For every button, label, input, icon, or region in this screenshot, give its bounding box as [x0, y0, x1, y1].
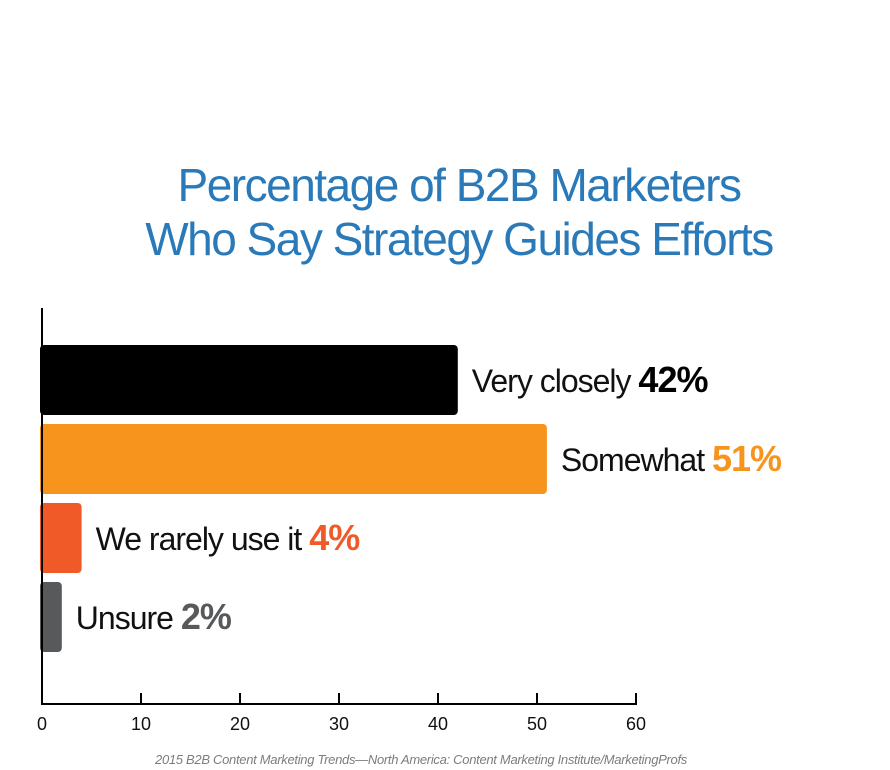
bar-somewhat: [40, 424, 547, 494]
bar-label: Somewhat 51%: [561, 438, 782, 479]
category-label: Very closely: [472, 363, 639, 399]
bar-label: Unsure 2%: [76, 596, 232, 637]
x-tick-label: 20: [230, 714, 250, 734]
value-label: 4%: [309, 517, 360, 558]
bar-very-closely: [40, 345, 458, 415]
x-tick-label: 0: [37, 714, 47, 734]
bar-label: Very closely 42%: [472, 359, 709, 400]
category-label: We rarely use it: [96, 521, 310, 557]
x-tick-label: 60: [626, 714, 646, 734]
value-label: 51%: [712, 438, 782, 479]
x-tick-label: 50: [527, 714, 547, 734]
axes-layer: 0 10 20 30 40 50 60: [37, 308, 646, 734]
bar-label: We rarely use it 4%: [96, 517, 361, 558]
bar-unsure: [40, 582, 62, 652]
x-tick-label: 30: [329, 714, 349, 734]
bars-layer: [40, 345, 547, 652]
labels-layer: Very closely 42% Somewhat 51% We rarely us…: [76, 359, 783, 637]
value-label: 2%: [181, 596, 232, 637]
x-tick-label: 10: [131, 714, 151, 734]
source-caption: 2015 B2B Content Marketing Trends—North …: [155, 752, 687, 767]
chart-title-line-2: Who Say Strategy Guides Efforts: [145, 213, 774, 265]
bar-we-rarely-use-it: [40, 503, 82, 573]
x-tick-label: 40: [428, 714, 448, 734]
value-label: 42%: [638, 359, 708, 400]
category-label: Somewhat: [561, 442, 712, 478]
chart-title: Percentage of B2B Marketers Who Say Stra…: [0, 158, 890, 266]
category-label: Unsure: [76, 600, 181, 636]
chart-title-line-1: Percentage of B2B Marketers: [177, 159, 742, 211]
